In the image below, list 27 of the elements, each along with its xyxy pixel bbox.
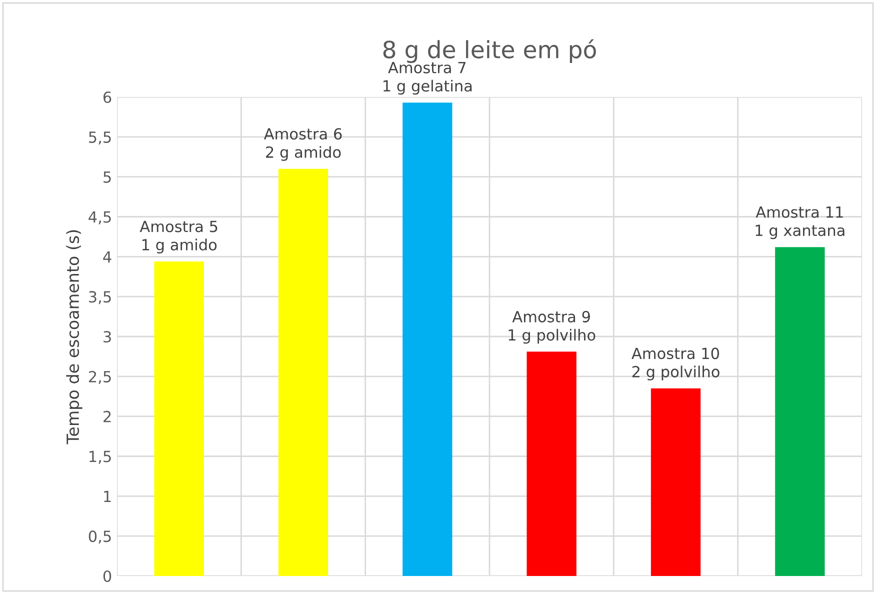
x-tick-label: Amostra 11 1 g xantana: [756, 206, 844, 240]
x-tick-label: Amostra 9 1 g polvilho: [508, 310, 596, 344]
y-tick-label: 0: [103, 570, 112, 582]
x-tick-label: Amostra 6 2 g amido: [264, 128, 342, 161]
x-tick-label: Amostra 10 2 g polvilho: [632, 348, 720, 380]
y-tick-label: 5,5: [89, 132, 111, 144]
bar: [402, 102, 452, 576]
x-tick-label: Amostra 7 1 g gelatina: [384, 62, 472, 95]
y-axis-title: Tempo de escoamento (s): [66, 230, 82, 444]
bar: [278, 168, 328, 576]
y-tick-label: 0,5: [88, 530, 111, 544]
y-tick-label: 1: [104, 490, 111, 502]
y-tick-label: 1,5: [90, 450, 111, 464]
bar: [650, 388, 701, 576]
bar: [526, 352, 576, 576]
x-tick-label: Amostra 5 1 g amido: [140, 220, 218, 254]
bar: [775, 247, 825, 576]
y-tick-label: 3,5: [89, 291, 111, 304]
y-tick-label: 2,5: [88, 370, 111, 384]
y-tick-label: 4: [103, 251, 112, 262]
y-tick-label: 6: [103, 91, 112, 104]
bar: [154, 261, 204, 576]
y-tick-label: 2: [104, 410, 111, 422]
y-tick-label: 4,5: [88, 211, 111, 224]
y-tick-label: 3: [104, 330, 111, 343]
chart-title: 8 g de leite em pó: [383, 39, 596, 64]
y-tick-label: 5: [104, 172, 111, 183]
